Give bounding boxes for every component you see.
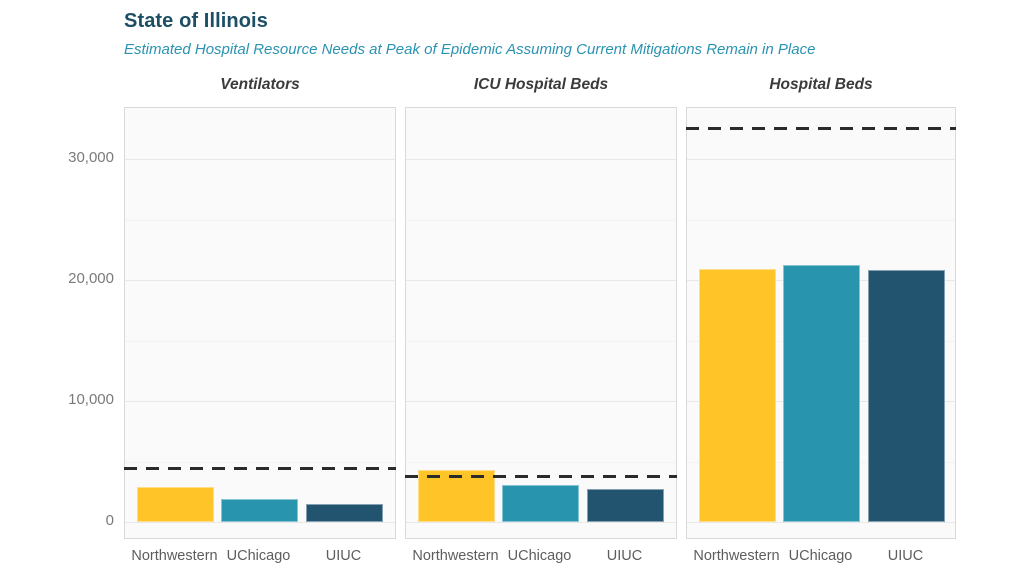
bar-northwestern [137, 487, 214, 522]
x-axis-label-northwestern: Northwestern [412, 548, 499, 564]
minor-gridline [406, 340, 676, 342]
panel-ventilators [124, 107, 396, 539]
minor-gridline [125, 219, 395, 221]
major-gridline [687, 522, 955, 523]
major-gridline [406, 401, 676, 402]
panel-title-ventilators: Ventilators [220, 76, 300, 93]
capacity-dashed-line [405, 475, 677, 479]
x-axis-label-uchicago: UChicago [507, 548, 572, 564]
bar-uchicago [502, 484, 579, 522]
y-axis-tick-label: 20,000 [68, 270, 114, 287]
minor-gridline [125, 461, 395, 463]
minor-gridline [406, 461, 676, 463]
x-axis-label-uchicago: UChicago [226, 548, 291, 564]
panel-title-icu-hospital-beds: ICU Hospital Beds [473, 76, 609, 93]
capacity-dashed-line [686, 126, 956, 130]
bar-uiuc [587, 488, 664, 522]
x-axis-label-uchicago: UChicago [788, 548, 853, 564]
bar-uchicago [221, 499, 298, 522]
major-gridline [406, 159, 676, 160]
chart-title: State of Illinois [124, 10, 268, 32]
major-gridline [125, 280, 395, 281]
chart-subtitle: Estimated Hospital Resource Needs at Pea… [124, 41, 816, 58]
x-axis-label-uiuc: UIUC [606, 548, 643, 564]
major-gridline [406, 522, 676, 523]
x-axis-label-uiuc: UIUC [325, 548, 362, 564]
major-gridline [125, 159, 395, 160]
x-axis-label-uiuc: UIUC [887, 548, 924, 564]
minor-gridline [406, 219, 676, 221]
bar-northwestern [699, 269, 776, 522]
major-gridline [406, 280, 676, 281]
panel-hospital-beds [686, 107, 956, 539]
y-axis-tick-label: 0 [105, 512, 114, 529]
panel-title-hospital-beds: Hospital Beds [769, 76, 873, 93]
bar-uchicago [783, 264, 860, 522]
major-gridline [687, 159, 955, 160]
minor-gridline [125, 340, 395, 342]
capacity-dashed-line [124, 466, 396, 470]
minor-gridline [687, 219, 955, 221]
bar-uiuc [306, 503, 383, 522]
x-axis-label-northwestern: Northwestern [131, 548, 218, 564]
major-gridline [125, 401, 395, 402]
y-axis-tick-label: 10,000 [68, 391, 114, 408]
bar-uiuc [868, 269, 945, 522]
panel-icu-hospital-beds [405, 107, 677, 539]
x-axis-label-northwestern: Northwestern [693, 548, 780, 564]
bar-northwestern [418, 469, 495, 522]
major-gridline [125, 522, 395, 523]
y-axis-tick-label: 30,000 [68, 149, 114, 166]
